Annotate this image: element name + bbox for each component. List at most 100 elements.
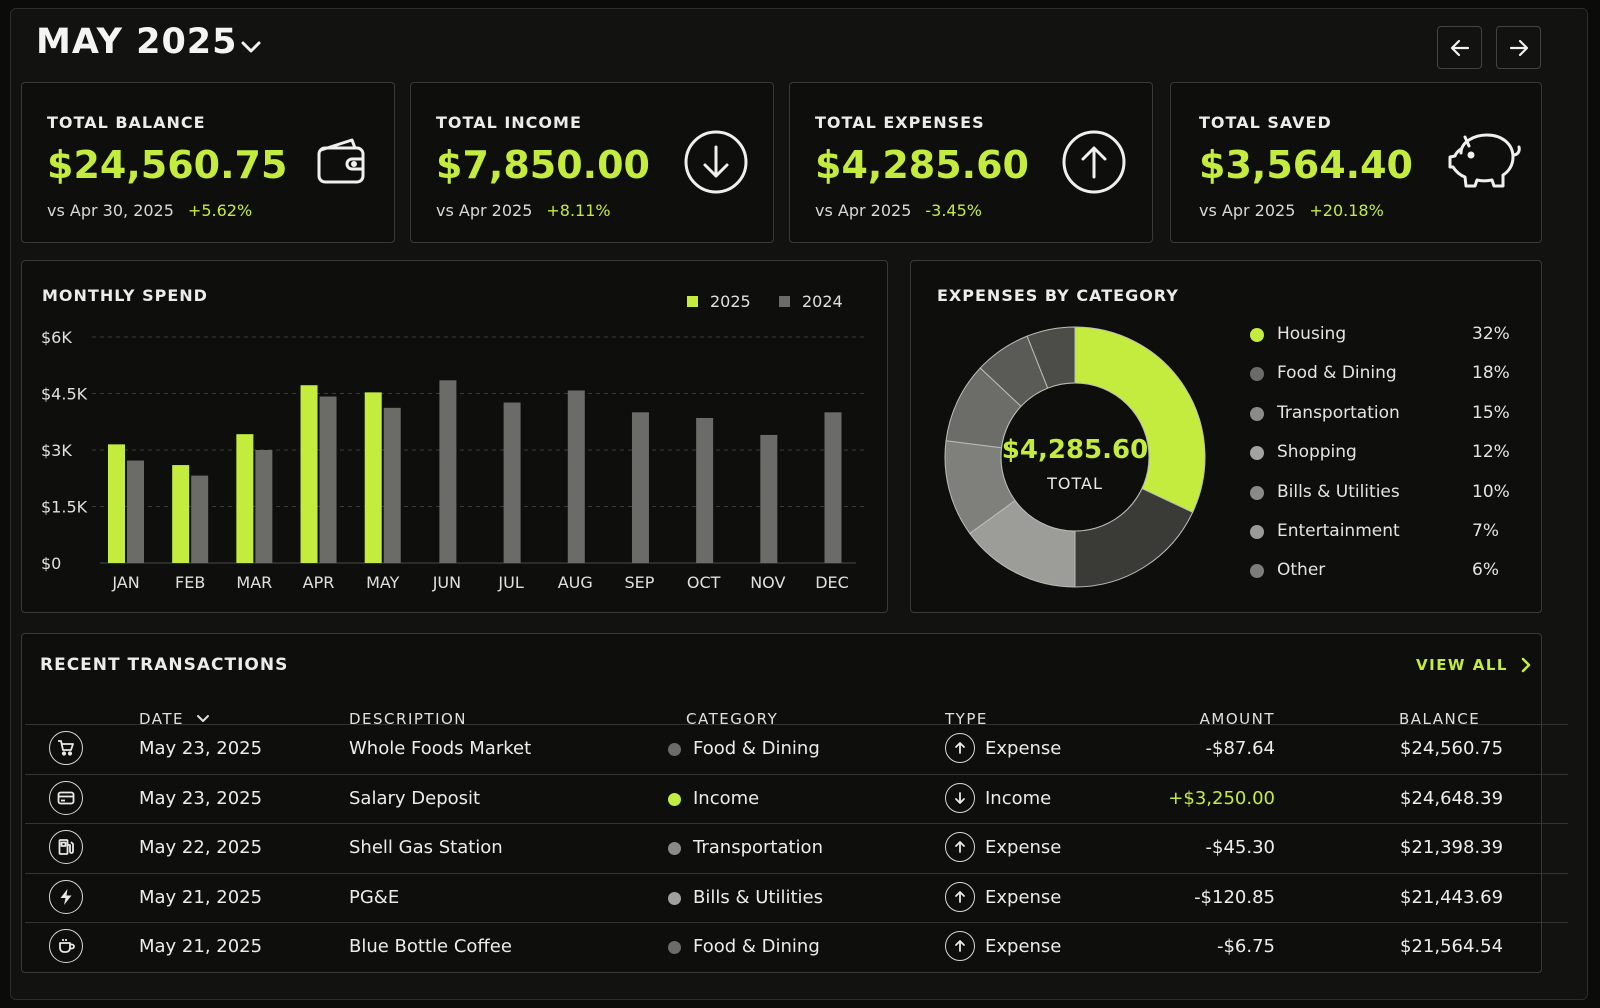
- column-header-amount: AMOUNT: [1199, 710, 1275, 728]
- stat-value: $3,564.40: [1199, 143, 1413, 187]
- transaction-description: Shell Gas Station: [349, 837, 503, 858]
- category-legend-item: Entertainment 7%: [1250, 520, 1510, 544]
- month-title: MAY 2025: [36, 22, 238, 62]
- transaction-category: Income: [693, 787, 760, 809]
- table-header-divider: [25, 724, 1568, 725]
- arrow-down-circle-icon: [945, 782, 975, 813]
- view-all-link[interactable]: VIEW ALL: [1416, 656, 1536, 674]
- transaction-date: May 23, 2025: [139, 738, 263, 759]
- arrow-down-circle-icon: [683, 129, 749, 199]
- category-percent: 7%: [1472, 521, 1499, 541]
- category-name: Entertainment: [1277, 521, 1400, 541]
- category-dot: [1250, 564, 1264, 579]
- stat-label: TOTAL BALANCE: [47, 113, 206, 132]
- next-month-button[interactable]: [1496, 26, 1541, 69]
- transaction-description: Salary Deposit: [349, 787, 481, 809]
- category-name: Bills & Utilities: [1277, 481, 1400, 502]
- legend-label: 2024: [802, 292, 843, 311]
- view-all-label: VIEW ALL: [1416, 656, 1508, 674]
- category-dot: [1250, 446, 1264, 461]
- category-legend-item: Bills & Utilities 10%: [1250, 481, 1510, 505]
- transaction-description: PG&E: [349, 886, 400, 908]
- category-percent: 6%: [1472, 560, 1499, 581]
- arrow-up-circle-icon: [1061, 129, 1127, 199]
- expenses-by-category-title: EXPENSES BY CATEGORY: [937, 286, 1179, 305]
- card-icon: [49, 780, 83, 815]
- category-dot: [668, 743, 681, 756]
- transaction-description: Whole Foods Market: [349, 738, 532, 759]
- category-legend-item: Shopping 12%: [1250, 441, 1510, 465]
- table-row[interactable]: May 21, 2025 Blue Bottle Coffee Food & Din…: [25, 922, 1568, 972]
- transaction-amount: +$3,250.00: [1168, 787, 1275, 809]
- table-row[interactable]: May 21, 2025 PG&E Bills & Utilities Expense…: [25, 873, 1568, 923]
- table-row[interactable]: May 23, 2025 Whole Foods Market Food & Din…: [25, 724, 1568, 774]
- category-name: Shopping: [1277, 442, 1357, 463]
- column-header-date[interactable]: DATE: [139, 710, 212, 728]
- transaction-category: Food & Dining: [693, 936, 820, 957]
- legend-swatch: [779, 296, 790, 307]
- transaction-amount: -$45.30: [1205, 837, 1275, 858]
- transaction-date: May 22, 2025: [139, 837, 263, 858]
- column-header-description: DESCRIPTION: [349, 710, 468, 728]
- row-divider: [25, 823, 1568, 824]
- stat-value: $7,850.00: [436, 143, 650, 187]
- coffee-cup-icon: [49, 929, 83, 963]
- legend-item-2024: 2024: [779, 292, 843, 311]
- arrow-right-icon: [1509, 39, 1528, 56]
- transaction-amount: -$120.85: [1194, 886, 1275, 908]
- stat-value: $24,560.75: [47, 143, 288, 187]
- previous-month-button[interactable]: [1437, 26, 1482, 69]
- category-dot: [668, 941, 681, 954]
- transaction-date: May 23, 2025: [139, 787, 263, 809]
- category-dot: [1250, 367, 1264, 382]
- recent-transactions-card: [21, 633, 1542, 973]
- category-percent: 12%: [1472, 442, 1510, 463]
- transaction-balance: $24,648.39: [1400, 787, 1504, 809]
- row-divider: [25, 773, 1568, 775]
- fuel-pump-icon: [49, 830, 83, 864]
- column-header-balance: BALANCE: [1399, 710, 1481, 728]
- column-header-type: TYPE: [945, 710, 988, 728]
- arrow-up-circle-icon: [945, 931, 975, 961]
- category-percent: 10%: [1472, 481, 1510, 502]
- transaction-type: Expense: [985, 936, 1062, 957]
- donut-center-label: TOTAL: [1047, 474, 1103, 493]
- chevron-right-icon: [1521, 657, 1531, 673]
- transaction-type: Expense: [985, 738, 1062, 759]
- lightning-icon: [49, 879, 83, 914]
- table-row[interactable]: May 23, 2025 Salary Deposit Income Income +$…: [25, 774, 1568, 824]
- monthly-spend-card: [21, 260, 888, 613]
- category-percent: 32%: [1472, 324, 1510, 344]
- arrow-up-circle-icon: [945, 733, 975, 763]
- table-row[interactable]: May 22, 2025 Shell Gas Station Transportat…: [25, 823, 1568, 873]
- transaction-category: Bills & Utilities: [693, 886, 823, 908]
- piggy-bank-icon: [1447, 129, 1523, 199]
- transaction-balance: $21,443.69: [1400, 886, 1504, 908]
- stat-comparison: vs Apr 2025 +20.18%: [1199, 201, 1384, 220]
- transaction-type: Expense: [985, 837, 1062, 858]
- legend-item-2025: 2025: [687, 292, 751, 311]
- category-legend-item: Other 6%: [1250, 559, 1510, 583]
- stat-label: TOTAL SAVED: [1199, 113, 1332, 132]
- category-legend-item: Housing 32%: [1250, 323, 1510, 347]
- stat-card-total-saved: TOTAL SAVED $3,564.40 vs Apr 2025 +20.18%: [1170, 82, 1542, 243]
- category-name: Housing: [1277, 324, 1347, 344]
- category-legend-item: Food & Dining 18%: [1250, 362, 1510, 386]
- column-header-label: DATE: [139, 710, 185, 728]
- donut-center-value: $4,285.60: [1001, 435, 1149, 465]
- category-name: Transportation: [1277, 402, 1400, 423]
- transaction-description: Blue Bottle Coffee: [349, 936, 512, 957]
- category-percent: 15%: [1472, 402, 1510, 423]
- stat-card-total-expenses: TOTAL EXPENSES $4,285.60 vs Apr 2025 -3.4…: [789, 82, 1153, 243]
- stat-card-total-balance: TOTAL BALANCE $24,560.75 vs Apr 30, 2025…: [21, 82, 395, 243]
- month-dropdown-chevron-icon[interactable]: [238, 34, 264, 60]
- arrow-up-circle-icon: [945, 881, 975, 912]
- shopping-cart-icon: [49, 731, 83, 765]
- category-dot: [668, 842, 681, 855]
- arrow-left-icon: [1450, 39, 1469, 56]
- donut-hole: [1000, 382, 1150, 532]
- transaction-date: May 21, 2025: [139, 886, 263, 908]
- legend-swatch: [687, 296, 698, 307]
- row-divider: [25, 872, 1568, 874]
- category-dot: [1250, 485, 1264, 500]
